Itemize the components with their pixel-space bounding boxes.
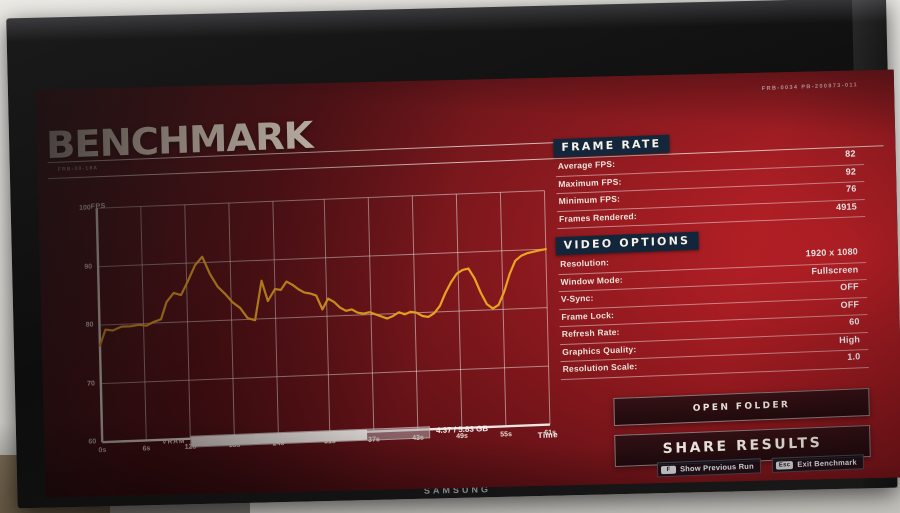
video-options-row-value: OFF	[840, 298, 860, 310]
chart-gridline-horizontal	[96, 190, 545, 209]
keycap-icon: F	[660, 465, 677, 474]
video-options-row-key: Window Mode:	[560, 274, 623, 287]
video-options-row-value: 1.0	[847, 351, 861, 362]
chart-series-line	[98, 248, 547, 347]
video-options-row-value: Fullscreen	[811, 263, 859, 276]
frame-rate-row-key: Average FPS:	[557, 158, 616, 172]
chart-xtick-label: 0s	[98, 446, 107, 455]
frame-rate-row-key: Frames Rendered:	[558, 210, 637, 224]
video-options-row-value: High	[839, 333, 861, 345]
chart-ytick-label: 100	[78, 204, 91, 212]
ui-plane: BENCHMARK FRB-30-18A FRB-0034 PB-200873-…	[36, 70, 900, 498]
chart-xtick-label: 55s	[500, 431, 513, 439]
key-prompt[interactable]: F Show Previous Run	[656, 458, 761, 478]
frame-rate-row-key: Minimum FPS:	[558, 193, 621, 207]
video-options-row-value: 60	[849, 316, 860, 327]
build-code: FRB-0034 PB-200873-011	[761, 82, 859, 93]
frame-rate-row-value: 76	[845, 183, 857, 194]
frame-rate-heading: FRAME RATE	[553, 134, 670, 158]
bezel-top-highlight	[6, 0, 887, 43]
chart-xtick-label: 6s	[142, 445, 151, 453]
chart-xaxis-title: Time	[537, 430, 559, 441]
monitor-screen: BENCHMARK FRB-30-18A FRB-0034 PB-200873-…	[35, 69, 900, 498]
chart-gridline-horizontal	[98, 248, 546, 268]
video-options-rows: Resolution: 1920 x 1080 Window Mode: Fullsc…	[556, 245, 875, 380]
video-options-row-key: Resolution Scale:	[562, 361, 638, 375]
chart-gridline-horizontal	[99, 307, 548, 326]
results-panel: FRAME RATE Average FPS: 82 Maximum FPS: 92 M…	[553, 126, 874, 380]
video-options-row-key: Graphics Quality:	[562, 343, 637, 357]
vram-label: VRAM	[162, 437, 186, 446]
chart-gridline-horizontal	[100, 365, 549, 385]
key-prompt-label: Show Previous Run	[679, 461, 754, 474]
frame-rate-row-key: Maximum FPS:	[558, 176, 622, 189]
chart-ytick-label: 60	[88, 438, 97, 446]
key-prompt[interactable]: Esc Exit Benchmark	[771, 454, 864, 473]
video-options-row-value: 1920 x 1080	[805, 246, 859, 259]
chart-ytick-label: 80	[85, 321, 94, 329]
frame-rate-row-value: 4915	[835, 200, 857, 212]
chart-ytick-label: 70	[86, 379, 95, 388]
video-options-row-key: Refresh Rate:	[561, 326, 620, 340]
page-title: BENCHMARK	[45, 113, 313, 168]
open-folder-button[interactable]: OPEN FOLDER	[613, 387, 870, 427]
video-options-row-key: V-Sync:	[560, 292, 594, 305]
chart-yaxis-title: FPS	[90, 202, 106, 211]
video-options-row-key: Frame Lock:	[561, 309, 615, 322]
video-options-row-value: OFF	[840, 281, 859, 293]
frame-rate-row-value: 92	[845, 165, 857, 177]
chart-ytick-label: 90	[84, 262, 93, 271]
key-prompt-label: Exit Benchmark	[797, 457, 857, 469]
monitor-bezel: SAMSUNG BENCHMARK FRB-30-18A FRB-0034 PB…	[6, 0, 900, 509]
frame-rate-row-value: 82	[845, 148, 856, 159]
video-options-row-key: Resolution:	[560, 257, 610, 270]
keycap-icon: Esc	[775, 460, 794, 470]
frame-rate-rows: Average FPS: 82 Maximum FPS: 92 Minimum FPS:…	[554, 147, 871, 230]
title-subcode: FRB-30-18A	[57, 165, 99, 173]
